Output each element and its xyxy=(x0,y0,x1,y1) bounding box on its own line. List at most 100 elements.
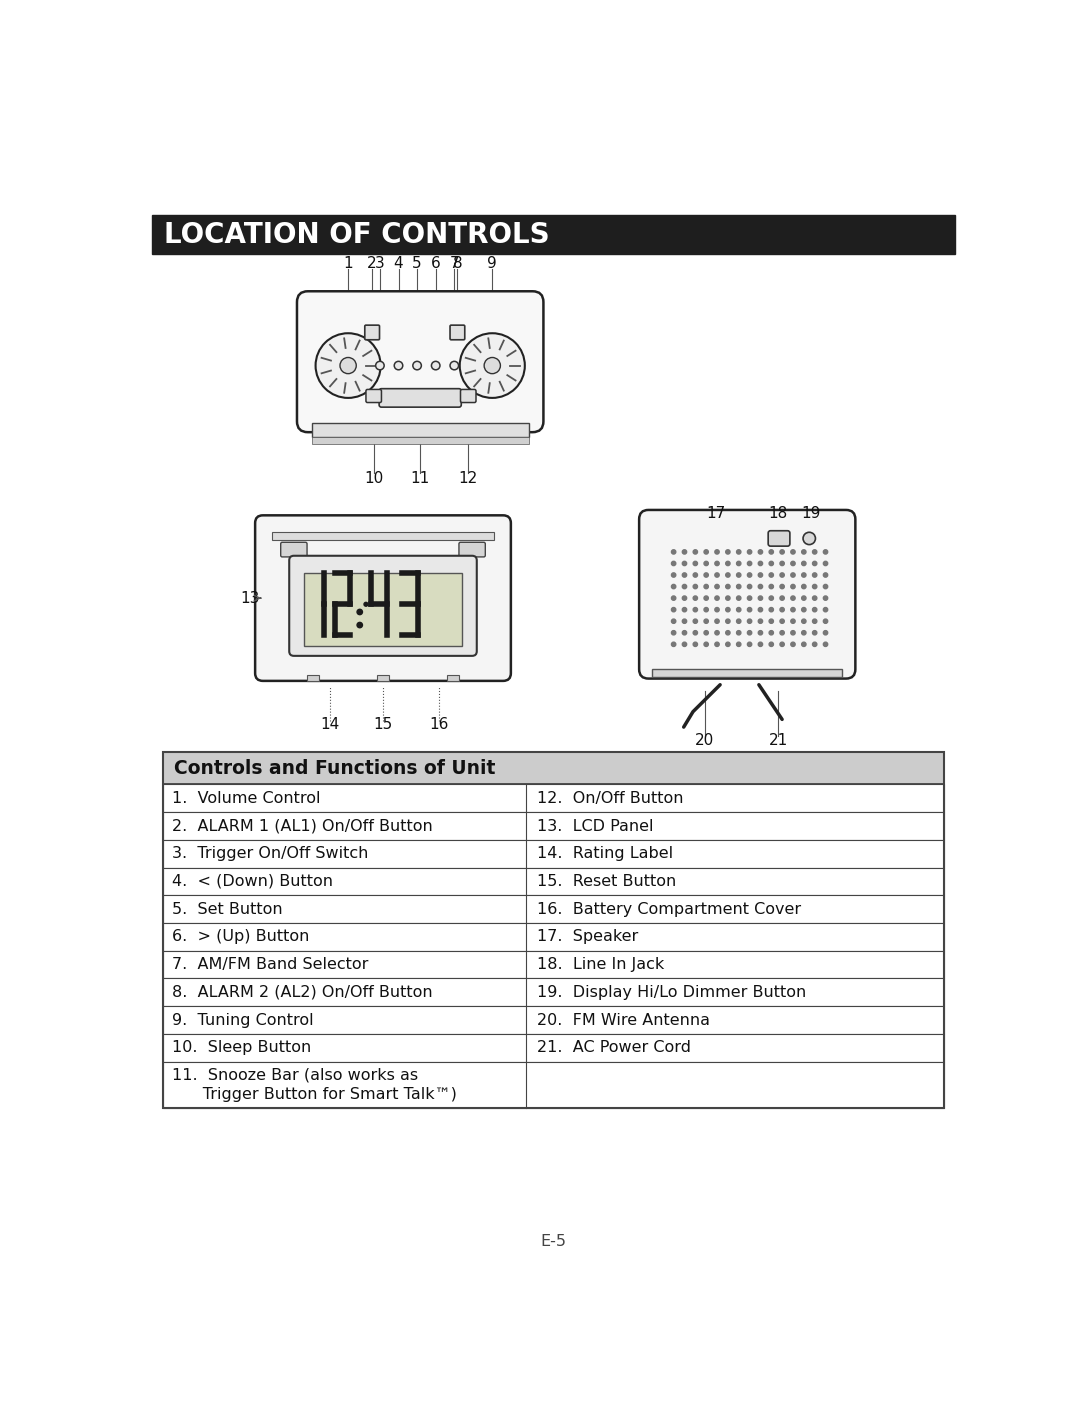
Circle shape xyxy=(693,561,698,565)
Circle shape xyxy=(780,573,784,578)
Circle shape xyxy=(683,596,687,601)
Text: 16: 16 xyxy=(429,717,448,733)
Circle shape xyxy=(715,630,719,635)
Circle shape xyxy=(823,596,827,601)
Circle shape xyxy=(704,573,708,578)
FancyBboxPatch shape xyxy=(366,390,381,403)
Circle shape xyxy=(812,630,816,635)
Text: 4: 4 xyxy=(394,256,403,270)
Bar xyxy=(163,1006,944,1035)
Circle shape xyxy=(715,642,719,646)
FancyBboxPatch shape xyxy=(297,292,543,433)
Circle shape xyxy=(715,561,719,565)
Text: 1.  Volume Control: 1. Volume Control xyxy=(172,791,321,805)
Circle shape xyxy=(791,630,795,635)
Text: LOCATION OF CONTROLS: LOCATION OF CONTROLS xyxy=(164,221,550,249)
Text: 18.  Line In Jack: 18. Line In Jack xyxy=(537,958,664,972)
Circle shape xyxy=(431,361,440,370)
Circle shape xyxy=(460,333,525,398)
Circle shape xyxy=(801,608,806,612)
Circle shape xyxy=(747,619,752,623)
Circle shape xyxy=(450,361,459,370)
Text: 21.  AC Power Cord: 21. AC Power Cord xyxy=(537,1040,691,1056)
Circle shape xyxy=(747,642,752,646)
Circle shape xyxy=(791,549,795,554)
FancyBboxPatch shape xyxy=(255,515,511,680)
Circle shape xyxy=(737,596,741,601)
Text: 10: 10 xyxy=(364,471,383,487)
Circle shape xyxy=(726,619,730,623)
FancyBboxPatch shape xyxy=(281,542,307,556)
Circle shape xyxy=(715,573,719,578)
Circle shape xyxy=(683,642,687,646)
Bar xyxy=(163,868,944,895)
Circle shape xyxy=(683,561,687,565)
Circle shape xyxy=(737,619,741,623)
Circle shape xyxy=(823,549,827,554)
Circle shape xyxy=(780,596,784,601)
Text: 14.  Rating Label: 14. Rating Label xyxy=(537,847,673,861)
Circle shape xyxy=(376,361,384,370)
Text: 19.  Display Hi/Lo Dimmer Button: 19. Display Hi/Lo Dimmer Button xyxy=(537,985,807,1000)
Circle shape xyxy=(704,549,708,554)
Bar xyxy=(652,669,842,677)
Bar xyxy=(307,675,320,680)
Circle shape xyxy=(726,549,730,554)
Circle shape xyxy=(726,573,730,578)
Circle shape xyxy=(812,585,816,589)
Circle shape xyxy=(758,619,762,623)
Circle shape xyxy=(737,585,741,589)
Circle shape xyxy=(758,596,762,601)
Text: 9.  Tuning Control: 9. Tuning Control xyxy=(172,1013,314,1027)
Text: 12: 12 xyxy=(459,471,477,487)
Bar xyxy=(163,753,944,1109)
Circle shape xyxy=(737,561,741,565)
Bar xyxy=(312,423,529,437)
Circle shape xyxy=(394,361,403,370)
Circle shape xyxy=(715,619,719,623)
Circle shape xyxy=(780,561,784,565)
Circle shape xyxy=(804,532,815,545)
Circle shape xyxy=(769,561,773,565)
Bar xyxy=(163,924,944,951)
Text: 18: 18 xyxy=(769,507,788,521)
Circle shape xyxy=(715,549,719,554)
Text: 2: 2 xyxy=(367,256,377,270)
Circle shape xyxy=(747,608,752,612)
Circle shape xyxy=(812,549,816,554)
Circle shape xyxy=(780,619,784,623)
Circle shape xyxy=(812,619,816,623)
Circle shape xyxy=(801,619,806,623)
Circle shape xyxy=(672,549,676,554)
Text: 6.  > (Up) Button: 6. > (Up) Button xyxy=(172,929,310,945)
FancyBboxPatch shape xyxy=(459,542,485,556)
Text: 21: 21 xyxy=(769,733,788,748)
Circle shape xyxy=(683,630,687,635)
Text: 4.  < (Down) Button: 4. < (Down) Button xyxy=(172,874,334,889)
Circle shape xyxy=(747,549,752,554)
Circle shape xyxy=(780,630,784,635)
Circle shape xyxy=(791,596,795,601)
Circle shape xyxy=(683,549,687,554)
Circle shape xyxy=(683,619,687,623)
Text: 12.  On/Off Button: 12. On/Off Button xyxy=(537,791,684,805)
Text: 14: 14 xyxy=(321,717,340,733)
Circle shape xyxy=(726,608,730,612)
Text: 13: 13 xyxy=(240,591,259,606)
FancyBboxPatch shape xyxy=(289,556,476,656)
Text: 8.  ALARM 2 (AL2) On/Off Button: 8. ALARM 2 (AL2) On/Off Button xyxy=(172,985,433,1000)
Bar xyxy=(163,840,944,868)
Bar xyxy=(163,813,944,840)
Circle shape xyxy=(769,549,773,554)
Bar xyxy=(377,675,389,680)
Text: 8: 8 xyxy=(453,256,462,270)
Circle shape xyxy=(780,549,784,554)
Circle shape xyxy=(801,573,806,578)
Text: 11: 11 xyxy=(410,471,430,487)
Circle shape xyxy=(769,619,773,623)
Text: 20.  FM Wire Antenna: 20. FM Wire Antenna xyxy=(537,1013,710,1027)
Circle shape xyxy=(683,585,687,589)
Circle shape xyxy=(823,630,827,635)
Circle shape xyxy=(704,585,708,589)
Circle shape xyxy=(484,357,500,374)
